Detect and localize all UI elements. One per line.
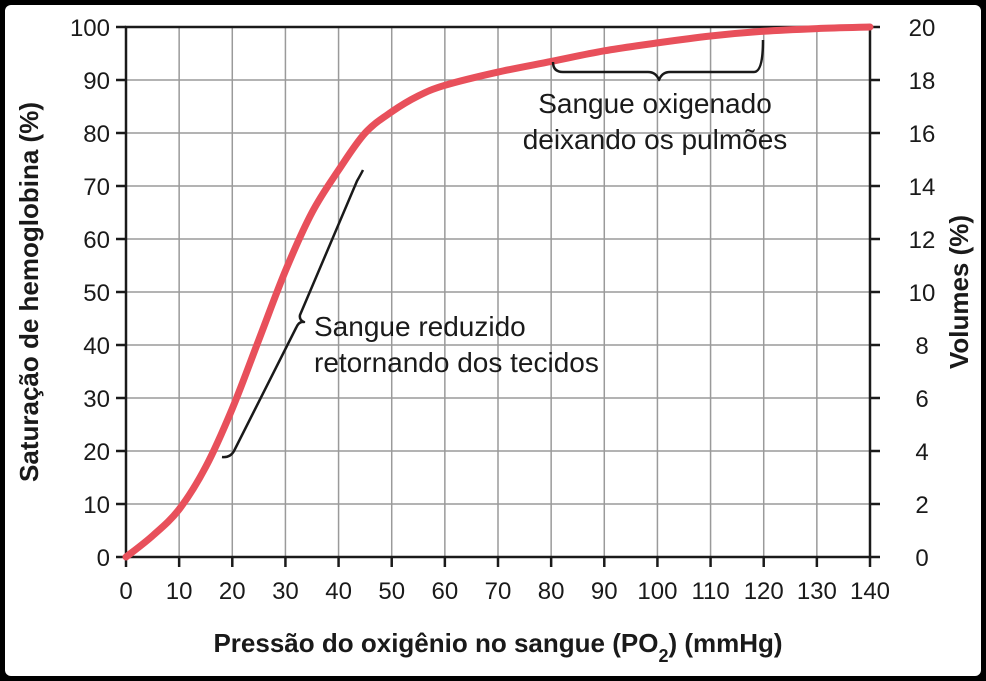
y2-tick-label: 2: [915, 492, 928, 519]
y2-tick-label: 16: [909, 121, 936, 148]
brace-oxygenated-blood: [551, 39, 765, 82]
x-tick-label: 140: [850, 578, 890, 605]
y-tick-label: 100: [70, 15, 110, 42]
y2-tick-label: 18: [909, 68, 936, 95]
y2-tick-label: 10: [909, 280, 936, 307]
x-tick-label: 110: [691, 578, 729, 605]
y-axis-ticks: 0 10 20 30 40 50 60 70 80 90 100: [70, 15, 126, 572]
y2-tick-label: 12: [909, 227, 936, 254]
y-tick-label: 90: [83, 68, 110, 95]
brace-reduced-blood: [221, 169, 365, 459]
y-tick-label: 20: [83, 439, 110, 466]
y2-tick-label: 4: [915, 439, 928, 466]
x-axis-ticks: 0 10 20 30 40 50 60 70 80 90 100 110 120 130 140: [119, 557, 890, 605]
saturation-curve: [122, 23, 874, 561]
x-tick-label: 50: [378, 578, 405, 605]
x-tick-label: 10: [166, 578, 193, 605]
y2-tick-label: 6: [915, 386, 928, 413]
y-tick-label: 50: [83, 280, 110, 307]
annotation-line: retornando dos tecidos: [314, 347, 599, 378]
y-tick-label: 10: [83, 492, 110, 519]
x-tick-label: 100: [637, 578, 677, 605]
y2-tick-label: 14: [909, 174, 936, 201]
x-tick-label: 0: [119, 578, 132, 605]
y-axis-label: Saturação de hemoglobina (%): [14, 102, 44, 482]
y-tick-label: 60: [83, 227, 110, 254]
x-tick-label: 20: [219, 578, 246, 605]
y-tick-label: 80: [83, 121, 110, 148]
x-tick-label: 40: [325, 578, 352, 605]
x-tick-label: 90: [591, 578, 618, 605]
annotation-reduced-blood: Sangue reduzido retornando dos tecidos: [314, 311, 599, 378]
x-tick-label: 80: [538, 578, 565, 605]
annotation-line: deixando os pulmões: [523, 124, 788, 155]
y2-tick-label: 8: [915, 333, 928, 360]
x-tick-label: 120: [744, 578, 784, 605]
annotation-line: Sangue oxigenado: [538, 88, 772, 119]
x-axis-label: Pressão do oxigênio no sangue (PO2) (mmH…: [213, 628, 782, 666]
x-tick-label: 130: [797, 578, 837, 605]
y-tick-label: 30: [83, 386, 110, 413]
x-tick-label: 70: [485, 578, 512, 605]
chart-frame: [5, 5, 981, 676]
y-tick-label: 0: [97, 545, 110, 572]
y2-tick-label: 0: [915, 545, 928, 572]
x-tick-label: 30: [272, 578, 299, 605]
y-tick-label: 70: [83, 174, 110, 201]
x-tick-label: 60: [432, 578, 459, 605]
y-tick-label: 40: [83, 333, 110, 360]
y2-axis-ticks: 0 2 4 6 8 10 12 14 16 18 20: [870, 15, 935, 572]
y2-axis-label: Volumes (%): [944, 215, 974, 369]
annotation-line: Sangue reduzido: [314, 311, 526, 342]
y2-tick-label: 20: [909, 15, 936, 42]
annotation-oxygenated-blood: Sangue oxigenado deixando os pulmões: [523, 88, 788, 155]
